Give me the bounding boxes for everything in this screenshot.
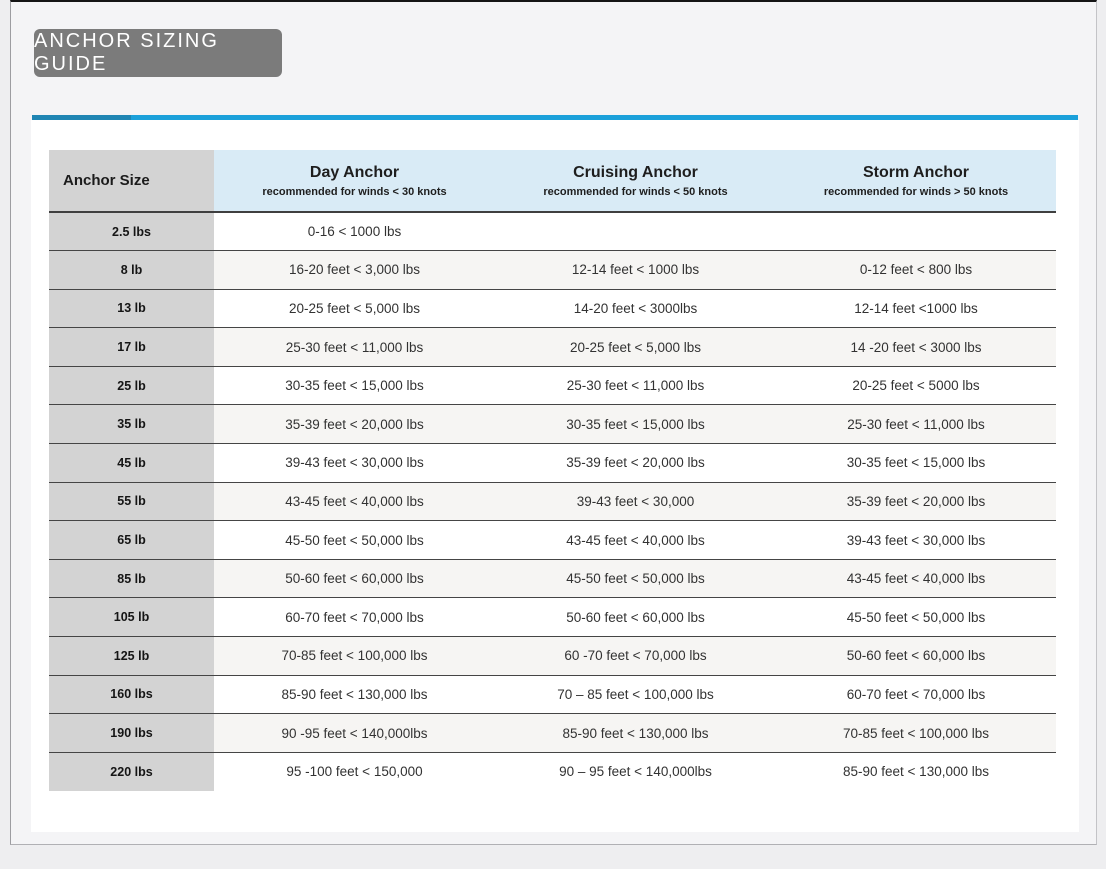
- cruising-anchor-cell: 70 – 85 feet < 100,000 lbs: [557, 686, 714, 702]
- storm-anchor-cell: 70-85 feet < 100,000 lbs: [843, 725, 989, 741]
- day-anchor-cell: 39-43 feet < 30,000 lbs: [285, 455, 424, 471]
- anchor-size-cell: 220 lbs: [49, 752, 214, 791]
- column-header-cruising-anchor: Cruising Anchor recommended for winds < 5…: [495, 150, 776, 212]
- column-header-label: Storm Anchor: [862, 163, 970, 181]
- storm-anchor-cell: 60-70 feet < 70,000 lbs: [846, 686, 986, 702]
- cruising-anchor-cell: 45-50 feet < 50,000 lbs: [566, 571, 705, 587]
- day-anchor-cell: 0-16 < 1000 lbs: [307, 224, 402, 240]
- window-frame: ANCHOR SIZING GUIDE Anchor Size Day Ancho…: [10, 0, 1097, 845]
- anchor-size-cell: 190 lbs: [49, 713, 214, 753]
- cruising-anchor-cell: 30-35 feet < 15,000 lbs: [566, 416, 705, 432]
- table-row: 13 lb 20-25 feet < 5,000 lbs 14-20 feet < …: [49, 289, 1056, 328]
- column-header-day-anchor: Day Anchor recommended for winds < 30 kno…: [214, 150, 495, 212]
- storm-anchor-cell: 45-50 feet < 50,000 lbs: [846, 609, 986, 625]
- anchor-size-cell: 25 lb: [49, 366, 214, 405]
- table-row: 25 lb 30-35 feet < 15,000 lbs 25-30 feet <…: [49, 366, 1056, 405]
- day-anchor-cell: 95 -100 feet < 150,000: [286, 764, 423, 780]
- table-row: 65 lb 45-50 feet < 50,000 lbs 43-45 feet <…: [49, 520, 1056, 560]
- day-anchor-cell: 60-70 feet < 70,000 lbs: [285, 609, 424, 625]
- anchor-sizing-guide-tab[interactable]: ANCHOR SIZING GUIDE: [34, 29, 282, 77]
- day-anchor-cell: 45-50 feet < 50,000 lbs: [285, 532, 424, 548]
- column-header-sublabel: recommended for winds > 50 knots: [823, 186, 1009, 199]
- day-anchor-cell: 35-39 feet < 20,000 lbs: [285, 416, 424, 432]
- cruising-anchor-cell: 35-39 feet < 20,000 lbs: [566, 455, 705, 471]
- cruising-anchor-cell: 25-30 feet < 11,000 lbs: [566, 378, 705, 394]
- cruising-anchor-cell: 20-25 feet < 5,000 lbs: [570, 339, 701, 355]
- column-header-sublabel: recommended for winds < 30 knots: [262, 186, 447, 199]
- anchor-size-cell: 13 lb: [49, 289, 214, 328]
- table-row: 125 lb 70-85 feet < 100,000 lbs 60 -70 fee…: [49, 636, 1056, 676]
- table-row: 2.5 lbs 0-16 < 1000 lbs: [49, 212, 1056, 251]
- storm-anchor-cell: 30-35 feet < 15,000 lbs: [846, 455, 986, 471]
- anchor-size-cell: 8 lb: [49, 250, 214, 290]
- storm-anchor-cell: 85-90 feet < 130,000 lbs: [843, 764, 989, 780]
- table-row: 105 lb 60-70 feet < 70,000 lbs 50-60 feet …: [49, 597, 1056, 637]
- anchor-size-cell: 125 lb: [49, 636, 214, 676]
- cruising-anchor-cell: 60 -70 feet < 70,000 lbs: [564, 648, 707, 664]
- cruising-anchor-cell: 50-60 feet < 60,000 lbs: [566, 609, 705, 625]
- day-anchor-cell: 30-35 feet < 15,000 lbs: [285, 378, 424, 394]
- storm-anchor-cell: 39-43 feet < 30,000 lbs: [846, 532, 986, 548]
- column-header-storm-anchor: Storm Anchor recommended for winds > 50 k…: [776, 150, 1056, 212]
- storm-anchor-cell: 25-30 feet < 11,000 lbs: [847, 416, 985, 432]
- table-row: 160 lbs 85-90 feet < 130,000 lbs 70 – 85 f…: [49, 675, 1056, 714]
- anchor-size-cell: 105 lb: [49, 597, 214, 637]
- cruising-anchor-cell: [495, 212, 776, 251]
- anchor-size-cell: 160 lbs: [49, 675, 214, 714]
- column-header-label: Cruising Anchor: [573, 163, 698, 181]
- storm-anchor-cell: 20-25 feet < 5000 lbs: [852, 378, 980, 394]
- day-anchor-cell: 25-30 feet < 11,000 lbs: [285, 339, 424, 355]
- table-row: 190 lbs 90 -95 feet < 140,000lbs 85-90 fee…: [49, 713, 1056, 753]
- storm-anchor-cell: 12-14 feet <1000 lbs: [854, 300, 978, 316]
- cruising-anchor-cell: 39-43 feet < 30,000: [576, 493, 695, 509]
- column-header-label: Day Anchor: [309, 163, 400, 181]
- table-row: 8 lb 16-20 feet < 3,000 lbs 12-14 feet < 1…: [49, 250, 1056, 290]
- anchor-size-cell: 17 lb: [49, 327, 214, 367]
- day-anchor-cell: 70-85 feet < 100,000 lbs: [281, 648, 428, 664]
- table-row: 45 lb 39-43 feet < 30,000 lbs 35-39 feet <…: [49, 443, 1056, 483]
- cruising-anchor-cell: 12-14 feet < 1000 lbs: [571, 262, 700, 278]
- table-row: 35 lb 35-39 feet < 20,000 lbs 30-35 feet <…: [49, 404, 1056, 444]
- table-row: 17 lb 25-30 feet < 11,000 lbs 20-25 feet <…: [49, 327, 1056, 367]
- day-anchor-cell: 90 -95 feet < 140,000lbs: [281, 725, 428, 741]
- anchor-sizing-table-wrap: Anchor Size Day Anchor recommended for win…: [49, 150, 1056, 791]
- cruising-anchor-cell: 90 – 95 feet < 140,000lbs: [559, 764, 712, 780]
- column-header-anchor-size: Anchor Size: [49, 150, 214, 212]
- column-header-sublabel: recommended for winds < 50 knots: [543, 186, 728, 199]
- storm-anchor-cell: 14 -20 feet < 3000 lbs: [850, 339, 982, 355]
- cruising-anchor-cell: 43-45 feet < 40,000 lbs: [566, 532, 705, 548]
- anchor-size-cell: 45 lb: [49, 443, 214, 483]
- day-anchor-cell: 50-60 feet < 60,000 lbs: [285, 571, 424, 587]
- day-anchor-cell: 20-25 feet < 5,000 lbs: [289, 300, 420, 316]
- content-card: Anchor Size Day Anchor recommended for win…: [31, 120, 1079, 832]
- anchor-size-cell: 2.5 lbs: [49, 212, 214, 251]
- table-row: 55 lb 43-45 feet < 40,000 lbs 39-43 feet <…: [49, 482, 1056, 521]
- anchor-size-cell: 35 lb: [49, 404, 214, 444]
- accent-underline: [32, 115, 1078, 120]
- page-title: ANCHOR SIZING GUIDE: [34, 30, 219, 75]
- anchor-sizing-table: Anchor Size Day Anchor recommended for win…: [49, 150, 1056, 791]
- table-row: 220 lbs 95 -100 feet < 150,000 90 – 95 fee…: [49, 752, 1056, 791]
- day-anchor-cell: 43-45 feet < 40,000 lbs: [285, 493, 424, 509]
- table-header-row: Anchor Size Day Anchor recommended for win…: [49, 150, 1056, 212]
- day-anchor-cell: 16-20 feet < 3,000 lbs: [289, 262, 420, 278]
- anchor-size-cell: 65 lb: [49, 520, 214, 560]
- anchor-size-cell: 85 lb: [49, 559, 214, 598]
- accent-underline-active-segment: [32, 115, 131, 120]
- cruising-anchor-cell: 85-90 feet < 130,000 lbs: [562, 725, 709, 741]
- storm-anchor-cell: 35-39 feet < 20,000 lbs: [846, 493, 986, 509]
- table-row: 85 lb 50-60 feet < 60,000 lbs 45-50 feet <…: [49, 559, 1056, 598]
- storm-anchor-cell: 0-12 feet < 800 lbs: [859, 262, 973, 278]
- cruising-anchor-cell: 14-20 feet < 3000lbs: [573, 300, 698, 316]
- storm-anchor-cell: [776, 212, 1056, 251]
- column-header-label: Anchor Size: [63, 172, 150, 189]
- storm-anchor-cell: 43-45 feet < 40,000 lbs: [846, 571, 986, 587]
- anchor-size-cell: 55 lb: [49, 482, 214, 521]
- storm-anchor-cell: 50-60 feet < 60,000 lbs: [846, 648, 986, 664]
- day-anchor-cell: 85-90 feet < 130,000 lbs: [281, 686, 428, 702]
